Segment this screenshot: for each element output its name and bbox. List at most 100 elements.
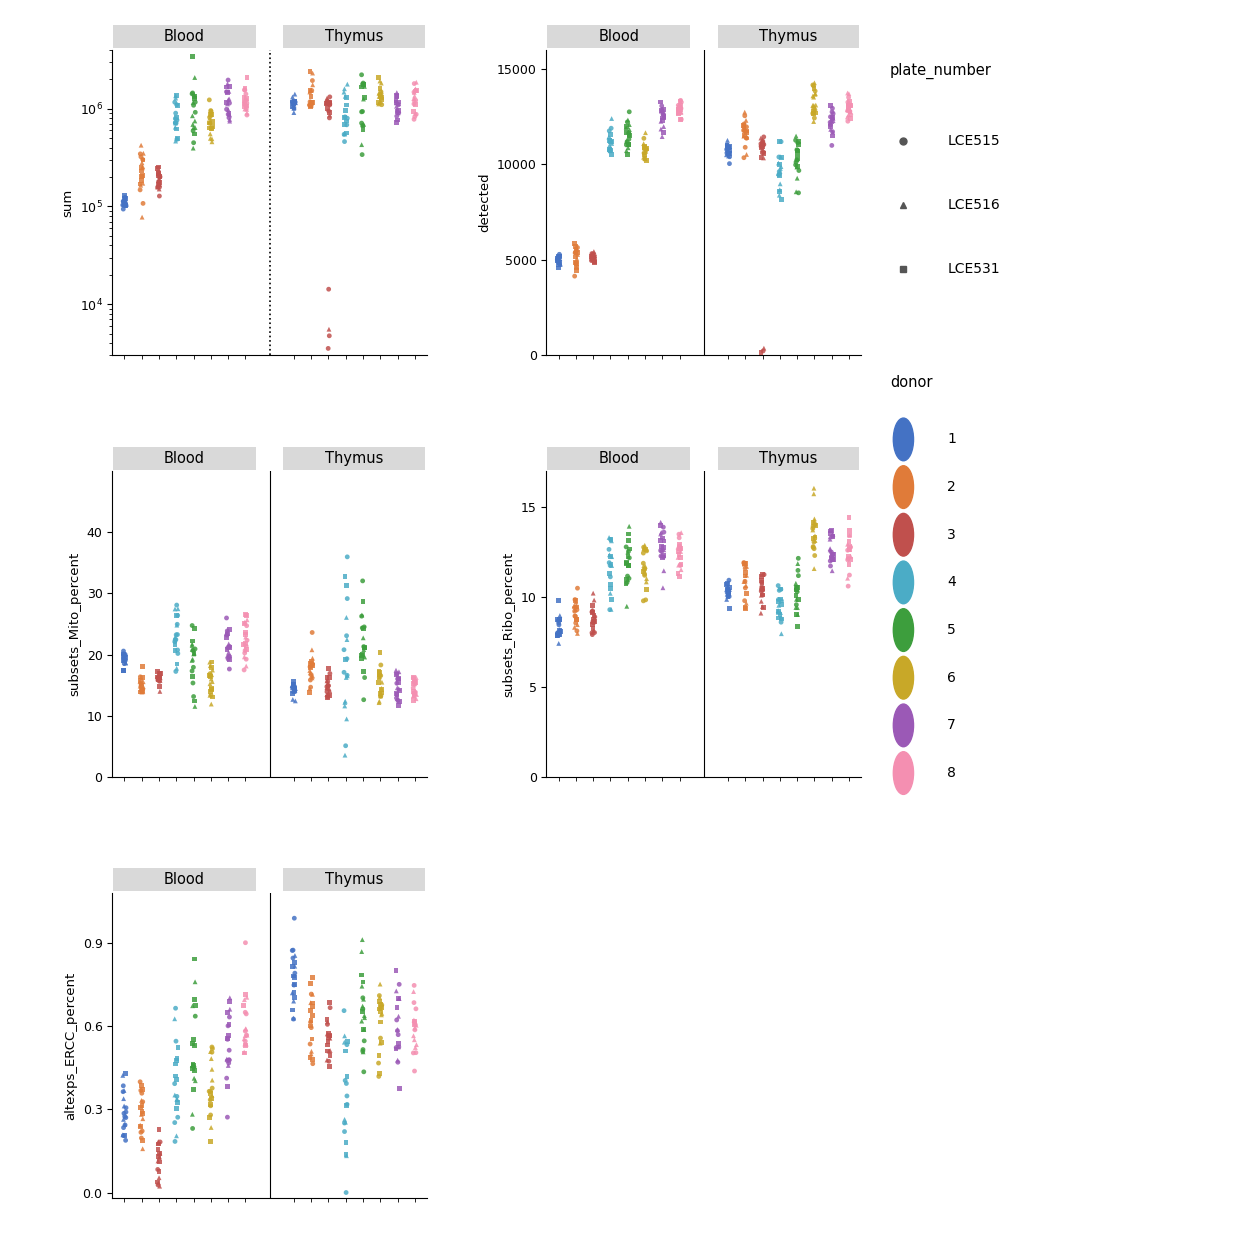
Point [585, 607, 605, 626]
Point [567, 600, 587, 620]
Point [182, 1118, 202, 1138]
Point [734, 120, 754, 140]
Point [166, 114, 186, 134]
Point [387, 684, 407, 704]
Point [165, 1073, 185, 1093]
Point [200, 107, 220, 127]
Point [300, 95, 319, 115]
Point [548, 610, 568, 630]
Point [237, 630, 257, 650]
Point [132, 157, 152, 177]
Point [216, 77, 236, 97]
Point [567, 610, 587, 630]
Point [837, 101, 857, 121]
Point [404, 106, 424, 126]
Point [372, 683, 392, 703]
Point [785, 130, 805, 150]
Point [150, 664, 170, 684]
Point [201, 101, 221, 121]
Point [217, 1051, 237, 1071]
Point [132, 156, 152, 176]
Point [334, 125, 354, 145]
Point [217, 94, 237, 114]
Point [617, 553, 636, 573]
Point [670, 94, 690, 114]
Point [600, 141, 620, 161]
Point [114, 200, 134, 220]
Point [166, 625, 186, 645]
Point [201, 669, 221, 689]
Point [770, 161, 790, 181]
Point [653, 548, 673, 568]
Point [372, 1005, 392, 1025]
Point [754, 338, 774, 358]
Point [602, 119, 622, 139]
Point [386, 1037, 406, 1057]
Point [650, 92, 670, 112]
Point [336, 101, 356, 121]
Point [319, 94, 339, 114]
Point [802, 104, 822, 124]
Point [132, 170, 152, 190]
Point [319, 319, 339, 339]
Point [406, 1037, 426, 1057]
Point [754, 564, 774, 584]
Point [599, 127, 619, 147]
Point [837, 550, 857, 570]
Point [321, 1041, 341, 1061]
Point [568, 237, 588, 257]
Point [300, 82, 319, 102]
Point [736, 584, 756, 604]
Point [372, 95, 392, 115]
Point [337, 629, 357, 649]
Point [369, 693, 389, 713]
Point [334, 131, 354, 151]
Point [182, 650, 202, 670]
Point [134, 671, 154, 691]
Point [787, 157, 807, 177]
Point [301, 658, 321, 678]
Point [301, 663, 321, 683]
Point [753, 579, 773, 599]
Point [388, 1020, 408, 1040]
Point [285, 680, 305, 700]
Point [202, 671, 222, 691]
Point [352, 645, 372, 665]
Point [318, 671, 338, 691]
Point [218, 1025, 238, 1045]
Point [218, 636, 238, 656]
Point [202, 1060, 222, 1080]
Point [303, 1053, 323, 1073]
Point [282, 678, 302, 698]
Point [114, 1103, 134, 1123]
Point [150, 681, 170, 701]
Point [787, 150, 807, 170]
Point [786, 126, 806, 146]
Point [318, 688, 338, 708]
Point [115, 1114, 135, 1134]
Point [549, 590, 569, 610]
Point [651, 96, 671, 116]
Point [786, 579, 806, 599]
Point [114, 646, 134, 666]
Point [167, 654, 187, 674]
Point [786, 573, 806, 593]
Point [150, 1143, 170, 1163]
Point [352, 114, 372, 134]
Point [635, 149, 655, 168]
Point [285, 988, 305, 1008]
Point [182, 639, 202, 659]
Point [584, 609, 604, 629]
Point [567, 253, 587, 273]
Point [200, 653, 220, 673]
Point [804, 484, 824, 504]
Point [753, 134, 773, 154]
Point [301, 1045, 321, 1065]
Point [114, 650, 134, 670]
Point [302, 655, 322, 675]
Point [583, 614, 603, 634]
Point [802, 86, 822, 106]
Point [719, 570, 739, 590]
Point [770, 166, 790, 186]
Point [115, 654, 135, 674]
